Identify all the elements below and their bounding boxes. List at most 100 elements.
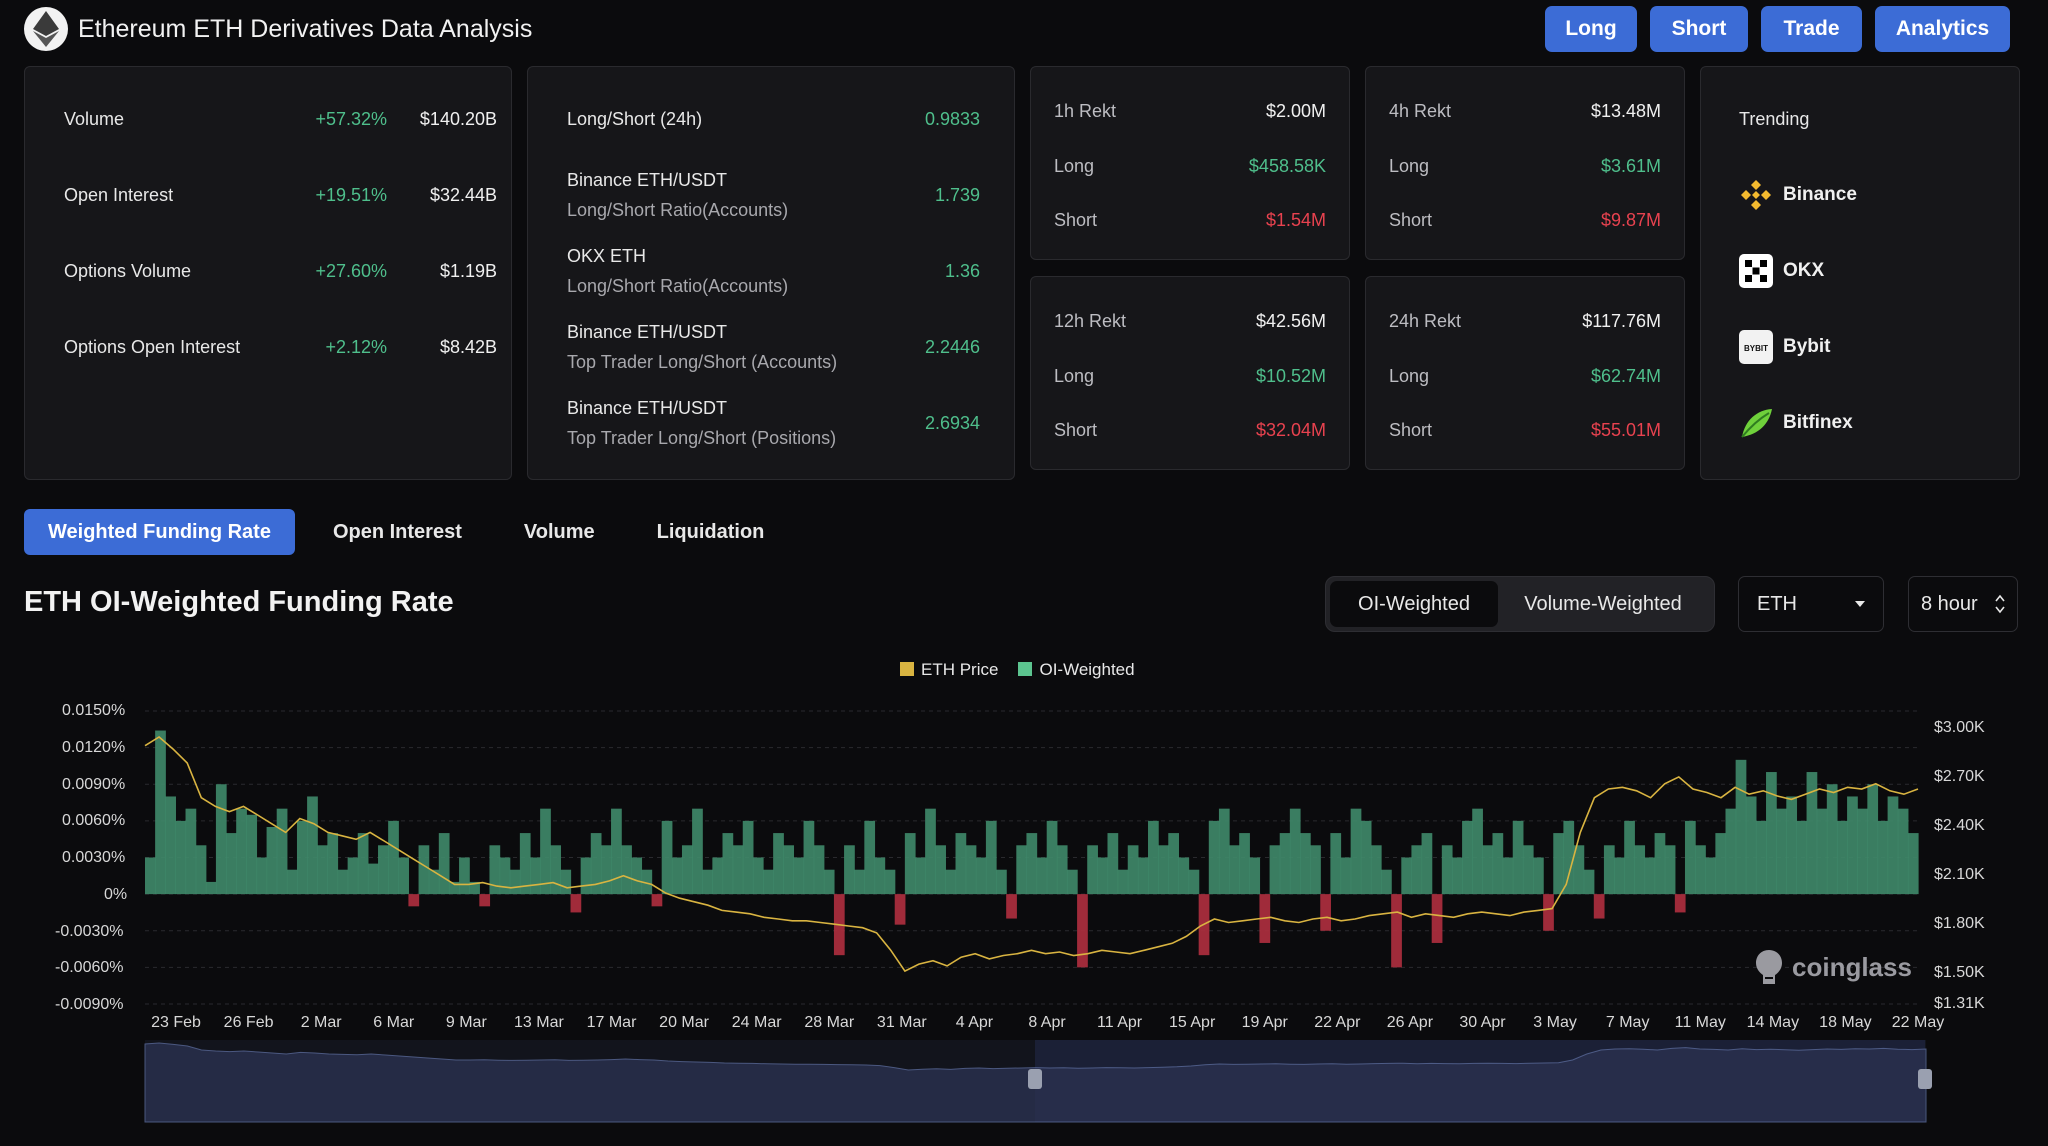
eth-price-line (144, 736, 1919, 973)
rekt-short-24h: $55.01M (1590, 420, 1661, 440)
rekt-long-label-12h: Long (1054, 366, 1095, 386)
funding-bar-positive (1208, 820, 1220, 895)
x-tick: 4 Apr (955, 1014, 994, 1031)
funding-bar-positive (418, 845, 430, 895)
y-tick-left: 0.0150% (62, 702, 126, 719)
binance-icon (1739, 178, 1773, 212)
x-tick: 14 May (1746, 1014, 1800, 1031)
trending-item-okx[interactable]: OKX (1739, 254, 1824, 288)
funding-bar-positive (1684, 820, 1696, 895)
funding-bar-positive (1360, 820, 1372, 895)
funding-bar-positive (1178, 857, 1190, 895)
ratio-value-top-trader-positions: 2.6934 (924, 413, 980, 433)
stat-value-options-open-interest: $8.42B (439, 337, 497, 357)
tab-weighted-funding-rate[interactable]: Weighted Funding Rate (24, 509, 295, 555)
funding-bar-positive (1168, 833, 1180, 895)
x-tick: 26 Apr (1386, 1014, 1434, 1031)
funding-bar-negative (1431, 894, 1443, 943)
funding-bar-positive (621, 845, 632, 895)
ratio-line2-binance-accounts: Long/Short Ratio(Accounts) (567, 200, 789, 220)
rekt-short-12h: $32.04M (1255, 420, 1326, 440)
funding-bar-positive (1796, 820, 1808, 895)
funding-bar-positive (1482, 845, 1494, 895)
analytics-button[interactable]: Analytics (1875, 6, 2010, 52)
bybit-icon: BYBIT (1739, 330, 1773, 364)
funding-bar-negative (894, 894, 906, 925)
funding-bar-positive (1766, 772, 1777, 895)
rekt-total-4h: $13.48M (1590, 101, 1661, 121)
navigator-selection[interactable] (1035, 1040, 1925, 1122)
funding-bar-positive (661, 820, 673, 895)
funding-bar-positive (1107, 833, 1119, 895)
y-tick-right: $2.70K (1934, 768, 1985, 785)
navigator-handle-left[interactable] (1028, 1069, 1042, 1089)
funding-bar-negative (1543, 894, 1554, 931)
short-button[interactable]: Short (1650, 6, 1748, 52)
trending-item-bybit[interactable]: BYBIT Bybit (1739, 330, 1831, 364)
chart-tabs: Weighted Funding Rate Open Interest Volu… (24, 509, 802, 555)
funding-bar-positive (236, 808, 247, 895)
rekt-long-12h: $10.52M (1255, 366, 1326, 386)
funding-bar-positive (215, 784, 227, 895)
coinglass-logo-icon (1756, 950, 1782, 984)
rekt-card-4h: 4h Rekt $13.48M Long $3.61M Short $9.87M (1365, 66, 1685, 260)
rekt-short-label-4h: Short (1389, 210, 1433, 230)
funding-bar-positive (1705, 857, 1716, 895)
navigator-handle-right[interactable] (1918, 1069, 1932, 1089)
rekt-card-24h: 24h Rekt $117.76M Long $62.74M Short $55… (1365, 276, 1685, 470)
navigator-background (145, 1040, 1926, 1122)
rekt-card-1h: 1h Rekt $2.00M Long $458.58K Short $1.54… (1030, 66, 1350, 260)
funding-bar-positive (1553, 833, 1564, 895)
header: Ethereum ETH Derivatives Data Analysis L… (24, 0, 2024, 58)
funding-bar-positive (1695, 845, 1706, 895)
volume-weighted-toggle[interactable]: Volume-Weighted (1524, 592, 1682, 615)
funding-bar-positive (671, 857, 683, 895)
funding-bar-positive (1441, 845, 1453, 895)
trade-button[interactable]: Trade (1761, 6, 1862, 52)
funding-bar-positive (844, 845, 855, 895)
rekt-long-label-24h: Long (1389, 366, 1430, 386)
funding-bar-positive (1806, 772, 1818, 895)
x-tick: 7 May (1605, 1014, 1650, 1031)
funding-bar-negative (408, 894, 420, 907)
legend-item-oi-weighted[interactable]: OI-Weighted (1018, 660, 1135, 680)
ratio-value-top-trader-accounts: 2.2446 (924, 337, 980, 357)
legend-item-eth-price[interactable]: ETH Price (900, 660, 998, 680)
x-tick: 18 May (1819, 1014, 1872, 1031)
stat-value-open-interest: $32.44B (429, 185, 497, 205)
interval-select[interactable]: 8 hour (1908, 576, 2018, 632)
tab-volume[interactable]: Volume (523, 520, 595, 543)
coin-select[interactable]: ETH (1738, 576, 1884, 632)
funding-bar-positive (1381, 869, 1392, 895)
tab-liquidation[interactable]: Liquidation (656, 520, 765, 543)
funding-bar-positive (925, 808, 936, 895)
funding-bar-positive (580, 857, 592, 895)
funding-bar-positive (1614, 857, 1625, 895)
funding-bar-positive (1755, 820, 1767, 895)
trending-label-bitfinex: Bitfinex (1783, 412, 1853, 433)
funding-bar-negative (1259, 894, 1271, 943)
ratio-line2-top-trader-positions: Top Trader Long/Short (Positions) (567, 428, 837, 448)
tab-open-interest[interactable]: Open Interest (332, 520, 462, 543)
funding-bar-positive (1786, 796, 1798, 895)
oi-weighted-toggle[interactable]: OI-Weighted (1330, 581, 1498, 627)
funding-bar-positive (226, 833, 237, 895)
trending-item-bitfinex[interactable]: Bitfinex (1739, 406, 1853, 440)
ratio-value-binance-accounts: 1.739 (934, 185, 980, 205)
stat-label-options-volume: Options Volume (64, 261, 192, 281)
funding-bar-positive (752, 857, 764, 895)
funding-bar-positive (1218, 808, 1230, 895)
sort-arrows-icon (1995, 594, 2005, 620)
funding-bar-positive (327, 833, 339, 895)
funding-bar-positive (560, 869, 572, 895)
funding-bar-positive (347, 857, 359, 895)
funding-bar-positive (1401, 857, 1413, 895)
funding-bar-positive (1907, 833, 1919, 895)
trending-item-binance[interactable]: Binance (1739, 178, 1857, 212)
x-tick: 11 Apr (1097, 1014, 1143, 1031)
x-tick: 20 Mar (659, 1014, 709, 1031)
funding-bar-positive (1826, 784, 1838, 895)
funding-bar-positive (823, 869, 835, 895)
long-button[interactable]: Long (1545, 6, 1637, 52)
funding-bar-negative (570, 894, 582, 913)
